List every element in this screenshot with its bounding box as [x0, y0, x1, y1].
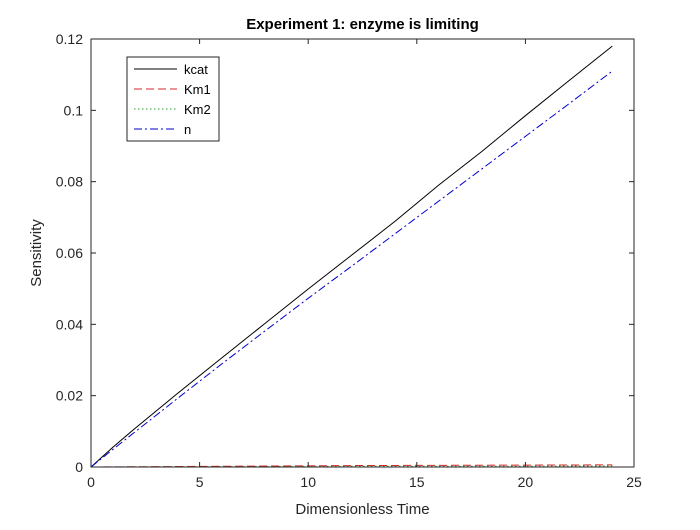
y-tick-label: 0.1	[64, 102, 84, 118]
y-tick-label: 0	[75, 459, 83, 475]
y-tick-label: 0.02	[56, 388, 83, 404]
y-tick-label: 0.12	[56, 31, 83, 47]
x-tick-label: 25	[626, 474, 642, 490]
x-tick-label: 0	[87, 474, 95, 490]
legend: kcat Km1 Km2 n	[126, 56, 220, 142]
x-tick-label: 5	[196, 474, 204, 490]
y-axis-label: Sensitivity	[28, 219, 45, 287]
chart-title: Experiment 1: enzyme is limiting	[246, 16, 479, 33]
legend-label-n: n	[184, 122, 191, 137]
legend-label-km1: Km1	[184, 82, 211, 97]
x-tick-label: 20	[518, 474, 534, 490]
series-line-km2	[90, 465, 613, 468]
legend-box	[126, 56, 220, 142]
x-tick-label: 10	[300, 474, 316, 490]
x-tick-label: 15	[409, 474, 425, 490]
x-axis-label: Dimensionless Time	[295, 501, 429, 518]
axes-layer: 0 5 10 15 20 25 0 0.02 0.04 0.06 0.08 0.1 0.12	[56, 31, 642, 490]
legend-label-kcat: kcat	[184, 62, 208, 77]
y-tick-label: 0.08	[56, 174, 83, 190]
y-tick-label: 0.04	[56, 316, 83, 332]
y-tick-label: 0.06	[56, 245, 83, 261]
legend-label-km2: Km2	[184, 102, 211, 117]
series-line-kcat	[90, 45, 613, 468]
series-line-n	[90, 70, 613, 468]
